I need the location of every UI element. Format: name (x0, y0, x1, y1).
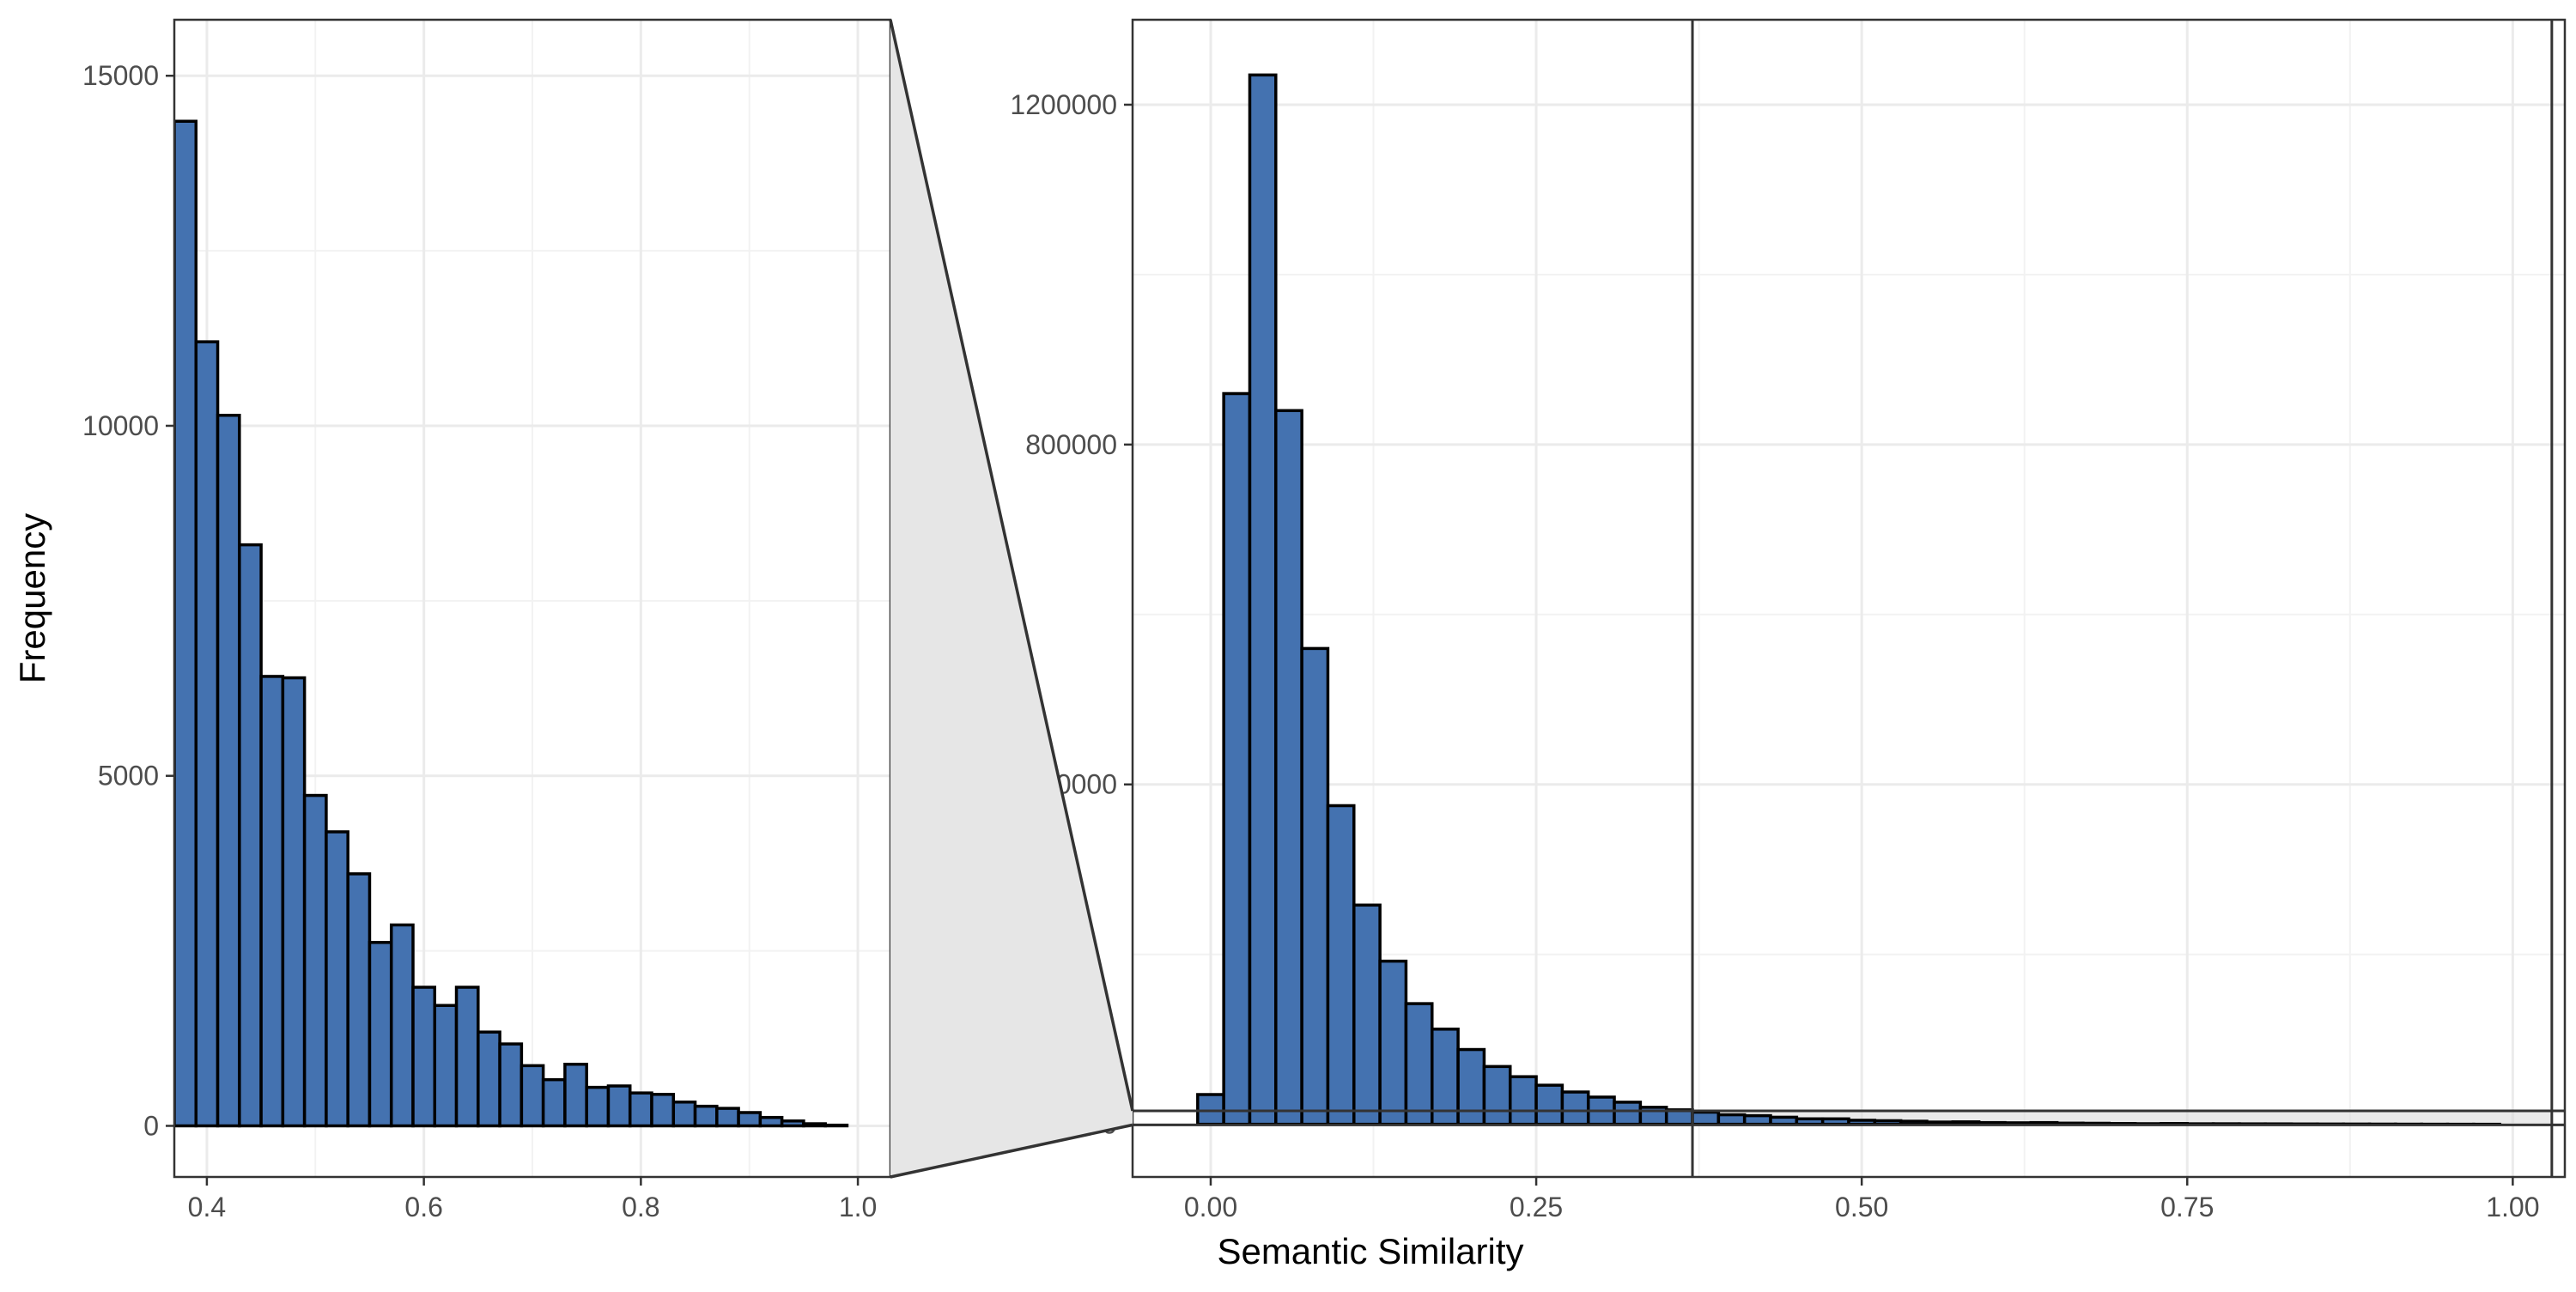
left-bar (283, 678, 304, 1126)
right-y-tick-label: 1200000 (1010, 89, 1117, 120)
full-histogram-panel: 0.000.250.500.751.0004000008000001200000 (1010, 20, 2565, 1222)
right-bar (1536, 1085, 1562, 1125)
x-axis-title: Semantic Similarity (1217, 1231, 1523, 1271)
right-bar (1224, 393, 1249, 1124)
right-x-tick-label: 0.50 (1835, 1192, 1888, 1222)
right-bar (1510, 1077, 1536, 1124)
left-bar (760, 1118, 781, 1126)
left-bar (305, 796, 326, 1126)
right-bar (1745, 1116, 1771, 1125)
left-y-tick-label: 0 (143, 1110, 159, 1141)
left-bar (738, 1113, 760, 1125)
left-bar (608, 1086, 629, 1125)
right-bar (1562, 1092, 1588, 1125)
left-bar (521, 1065, 543, 1125)
left-bar (673, 1102, 695, 1126)
left-bar (586, 1088, 608, 1126)
left-bar (413, 987, 434, 1125)
right-bar (1327, 805, 1353, 1124)
left-bar (782, 1121, 804, 1126)
right-bar (1276, 410, 1302, 1124)
left-x-tick-label: 1.0 (839, 1192, 877, 1222)
right-bar (1484, 1066, 1510, 1124)
left-bar (825, 1125, 847, 1126)
left-bar (392, 925, 413, 1125)
right-bar (1198, 1095, 1224, 1125)
left-bar (369, 943, 391, 1126)
left-bar (478, 1032, 500, 1125)
left-bar (717, 1108, 738, 1125)
left-bar (196, 342, 217, 1125)
left-bar (544, 1080, 565, 1126)
left-bar (500, 1044, 521, 1125)
left-x-tick-label: 0.4 (188, 1192, 226, 1222)
right-bar (1458, 1050, 1484, 1125)
left-x-tick-label: 0.8 (622, 1192, 659, 1222)
left-x-tick-label: 0.6 (404, 1192, 442, 1222)
left-bar (696, 1107, 717, 1126)
left-bar (348, 874, 369, 1126)
right-x-tick-label: 0.00 (1184, 1192, 1237, 1222)
right-bar (1380, 961, 1406, 1125)
left-y-tick-label: 5000 (98, 761, 159, 792)
right-y-tick-label: 800000 (1025, 429, 1117, 460)
right-bar (1796, 1119, 1822, 1124)
left-bar (565, 1065, 586, 1126)
right-bar (1249, 75, 1275, 1124)
zoom-connector-fill (890, 20, 1133, 1177)
right-x-tick-label: 1.00 (2486, 1192, 2539, 1222)
right-bar (1718, 1115, 1744, 1125)
left-bar (218, 416, 240, 1126)
left-bar (457, 987, 478, 1125)
left-y-tick-label: 10000 (82, 410, 159, 441)
left-bar (326, 832, 348, 1126)
right-bar (1692, 1112, 1718, 1124)
right-x-tick-label: 0.75 (2160, 1192, 2214, 1222)
left-bar (261, 676, 283, 1126)
y-axis-title: Frequency (12, 513, 52, 683)
right-bar (1823, 1119, 1849, 1124)
right-bar (1354, 905, 1380, 1124)
left-y-tick-label: 15000 (82, 60, 159, 91)
zoom-connector-lines (890, 20, 1133, 1177)
left-bar (630, 1093, 652, 1125)
right-x-tick-label: 0.25 (1510, 1192, 1563, 1222)
right-bar (1302, 648, 1327, 1124)
zoomed-histogram-panel: 0.4 0.6 0.8 1.0 0 5000 10000 15000 (82, 20, 890, 1222)
left-bar (174, 121, 196, 1125)
left-bar (434, 1005, 456, 1125)
right-bar (1614, 1102, 1640, 1125)
right-bar (1406, 1004, 1431, 1125)
left-bar (652, 1095, 673, 1126)
left-bar (240, 545, 261, 1126)
left-bar (804, 1124, 825, 1125)
right-bar (1771, 1117, 1796, 1124)
